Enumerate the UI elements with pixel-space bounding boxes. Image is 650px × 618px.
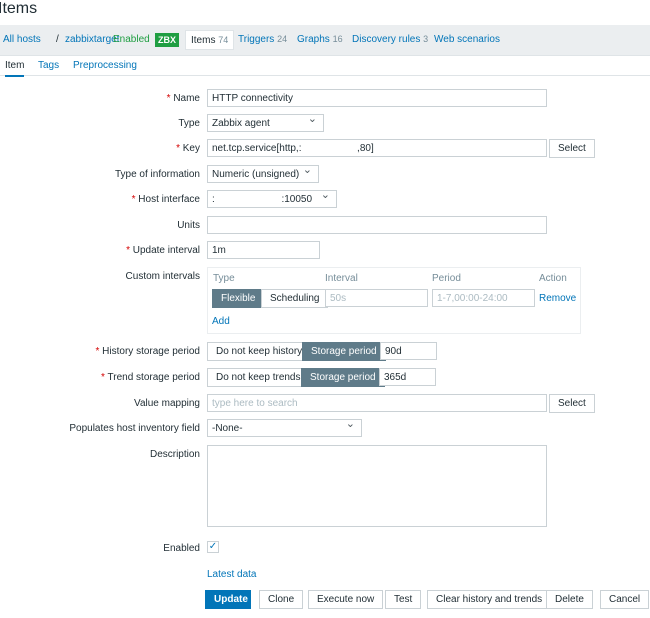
col-interval: Interval xyxy=(325,273,358,284)
tab-item[interactable]: Item xyxy=(5,60,25,77)
remove-interval-link[interactable]: Remove xyxy=(539,293,577,304)
form-tabs: Item Tags Preprocessing xyxy=(0,56,650,77)
items-count: 74 xyxy=(218,35,229,45)
update-interval-input[interactable]: 1m xyxy=(207,241,320,259)
page-title: Items xyxy=(0,0,38,17)
key-input[interactable]: net.tcp.service[http,: ,80] xyxy=(207,139,547,157)
zbx-availability-badge: ZBX xyxy=(155,33,179,47)
col-period: Period xyxy=(432,273,461,284)
custom-intervals-table: Type Interval Period Action Flexible Sch… xyxy=(207,267,581,334)
value-mapping-input[interactable]: type here to search xyxy=(207,394,547,412)
inventory-field-select[interactable]: -None- xyxy=(207,419,362,437)
graphs-label: Graphs xyxy=(297,34,330,45)
items-label: Items xyxy=(191,35,216,46)
clone-button[interactable]: Clone xyxy=(259,590,304,609)
tab-tags[interactable]: Tags xyxy=(38,60,60,71)
breadcrumb-separator: / xyxy=(56,34,59,45)
graphs-count: 16 xyxy=(332,34,343,44)
type-select[interactable]: Zabbix agent xyxy=(207,114,324,132)
trend-do-not-keep-toggle[interactable]: Do not keep trends xyxy=(207,368,310,387)
update-button[interactable]: Update xyxy=(205,590,251,609)
value-mapping-select-button[interactable]: Select xyxy=(549,394,595,413)
delete-button[interactable]: Delete xyxy=(546,590,593,609)
triggers-count: 24 xyxy=(277,34,288,44)
key-select-button[interactable]: Select xyxy=(549,139,595,158)
history-do-not-keep-toggle[interactable]: Do not keep history xyxy=(207,342,312,361)
all-hosts-link[interactable]: All hosts xyxy=(3,34,41,45)
discovery-rules-link[interactable]: Discovery rules 3 xyxy=(352,34,428,45)
web-scenarios-link[interactable]: Web scenarios xyxy=(434,34,500,45)
period-input[interactable]: 1-7,00:00-24:00 xyxy=(432,289,535,307)
custom-intervals-label: Custom intervals xyxy=(125,271,200,282)
add-interval-link[interactable]: Add xyxy=(212,316,230,327)
host-interface-label: * Host interface xyxy=(131,194,200,205)
history-storage-period-toggle[interactable]: Storage period xyxy=(302,342,386,361)
host-link[interactable]: zabbixtarget xyxy=(65,34,120,45)
triggers-link[interactable]: Triggers 24 xyxy=(238,34,287,45)
execute-now-button[interactable]: Execute now xyxy=(308,590,384,609)
name-label: * Name xyxy=(166,93,200,104)
col-action: Action xyxy=(539,273,567,284)
items-link[interactable]: Items 74 xyxy=(185,30,235,50)
history-storage-label: * History storage period xyxy=(95,346,201,357)
name-input[interactable]: HTTP connectivity xyxy=(207,89,547,107)
discovery-count: 3 xyxy=(423,34,429,44)
host-status[interactable]: Enabled xyxy=(113,34,150,45)
units-input[interactable] xyxy=(207,216,547,234)
description-textarea[interactable] xyxy=(207,445,547,527)
test-button[interactable]: Test xyxy=(385,590,422,609)
interval-input[interactable]: 50s xyxy=(325,289,428,307)
update-interval-label: * Update interval xyxy=(126,245,200,256)
cancel-button[interactable]: Cancel xyxy=(600,590,650,609)
units-label: Units xyxy=(177,220,200,231)
tab-preprocessing[interactable]: Preprocessing xyxy=(73,60,137,71)
trend-value-input[interactable]: 365d xyxy=(379,368,436,386)
type-of-information-label: Type of information xyxy=(114,169,200,180)
latest-data-link[interactable]: Latest data xyxy=(207,569,257,580)
triggers-label: Triggers xyxy=(238,34,275,45)
discovery-label: Discovery rules xyxy=(352,34,421,45)
flexible-toggle[interactable]: Flexible xyxy=(212,289,265,308)
enabled-label: Enabled xyxy=(163,543,200,554)
host-interface-select[interactable]: : :10050 xyxy=(207,190,337,208)
description-label: Description xyxy=(149,449,200,460)
inventory-field-label: Populates host inventory field xyxy=(69,423,200,434)
key-label: * Key xyxy=(176,143,200,154)
trend-storage-label: * Trend storage period xyxy=(101,372,200,383)
col-type: Type xyxy=(213,273,235,284)
scheduling-toggle[interactable]: Scheduling xyxy=(261,289,329,308)
clear-history-button[interactable]: Clear history and trends xyxy=(427,590,552,609)
graphs-link[interactable]: Graphs 16 xyxy=(297,34,343,45)
type-of-information-select[interactable]: Numeric (unsigned) xyxy=(207,165,319,183)
history-value-input[interactable]: 90d xyxy=(380,342,437,360)
enabled-checkbox[interactable]: ✓ xyxy=(207,541,219,553)
host-navigation: All hosts / zabbixtarget Enabled ZBX Ite… xyxy=(0,25,650,56)
type-label: Type xyxy=(178,118,200,129)
trend-storage-period-toggle[interactable]: Storage period xyxy=(301,368,385,387)
value-mapping-label: Value mapping xyxy=(134,398,200,409)
